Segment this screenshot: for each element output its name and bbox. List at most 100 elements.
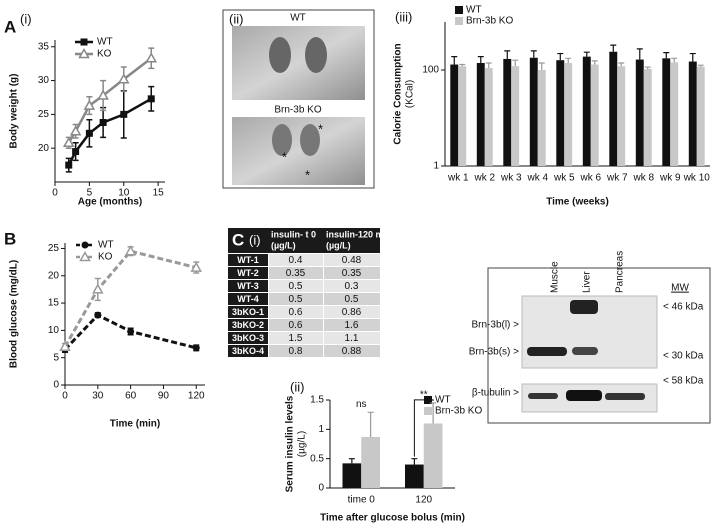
y-tick-label: 1 [318, 424, 324, 435]
line [67, 97, 152, 166]
bar [556, 60, 565, 166]
column-header: (µg/L) [271, 240, 296, 250]
error-bar [591, 60, 598, 65]
x-tick-label: 120 [415, 495, 432, 506]
y-tick-label: 1 [433, 161, 439, 172]
photo [232, 117, 365, 185]
legend-label: Brn-3b KO [466, 16, 513, 27]
marker [117, 73, 130, 84]
band [566, 390, 602, 401]
cell [269, 267, 323, 279]
column-header: (µg/L) [326, 240, 351, 250]
bar [609, 51, 618, 166]
cell-value: 0.88 [342, 346, 362, 357]
x-tick-label: 120 [188, 391, 205, 402]
table: C (i) insulin- t 0(µg/L)insulin-120 m(µg/L… [228, 228, 384, 357]
bar [361, 436, 380, 488]
lane-label: Liver [582, 271, 593, 293]
cell-value: 0.3 [345, 281, 359, 292]
legend-label: KO [97, 49, 112, 60]
panel-sublabel: (ii) [290, 379, 304, 394]
y-axis-label: (µg/L) [297, 431, 308, 457]
marker [190, 261, 203, 272]
error-bar [451, 56, 458, 65]
row-name: 3bKO-1 [232, 307, 264, 317]
error-bar [411, 458, 418, 465]
marker [127, 327, 135, 335]
x-tick-label: wk 7 [606, 173, 628, 184]
asterisk: * [318, 121, 323, 136]
cell [269, 254, 323, 266]
y-tick-label: 0 [318, 483, 324, 494]
bar [590, 64, 599, 166]
y-axis-label: Body weight (g) [9, 74, 20, 149]
error-bar [671, 57, 678, 63]
legend-swatch [424, 407, 432, 415]
x-tick-label: 10 [118, 188, 130, 199]
error-bar [583, 51, 590, 57]
x-tick-label: wk 6 [579, 173, 601, 184]
bar [670, 62, 679, 167]
marker [59, 340, 71, 352]
kidney [300, 124, 320, 156]
marker [78, 47, 90, 59]
y-axis-label: Calorie Consumption [393, 43, 404, 144]
error-bar [430, 402, 437, 424]
error-bar [348, 458, 355, 464]
y-tick-label: 0.5 [310, 453, 324, 464]
cell [269, 319, 323, 331]
column-header: insulin- t 0 [271, 229, 316, 239]
x-tick-label: 5 [87, 188, 93, 199]
row-name: WT-1 [237, 255, 259, 265]
marker [92, 283, 104, 294]
cell-value: 0.6 [289, 307, 303, 318]
cell [269, 306, 323, 318]
cell-value: 0.8 [289, 346, 303, 357]
annotation: ns [356, 399, 367, 410]
cell-value: 0.86 [342, 307, 362, 318]
error-bar [504, 50, 511, 59]
error-bar [610, 44, 617, 52]
lane-label: Pancreas [615, 251, 626, 293]
photo-label: Brn-3b KO [274, 105, 321, 116]
y-tick-label: 30 [38, 75, 50, 86]
x-tick-label: 60 [125, 391, 137, 402]
bar [537, 70, 546, 166]
band [528, 393, 558, 399]
x-axis-label: Time after glucose bolus (min) [320, 513, 465, 524]
y-axis-label: (KCal) [405, 80, 416, 108]
x-axis-label: Time (weeks) [546, 197, 609, 208]
y-tick-label: 5 [53, 352, 59, 363]
line [63, 313, 197, 351]
x-axis-label: Age (months) [78, 197, 142, 208]
y-tick-label: 25 [48, 243, 60, 254]
bar [458, 66, 467, 166]
x-tick-label: wk 3 [500, 173, 522, 184]
error-bar [618, 62, 625, 67]
marker [147, 95, 155, 103]
x-tick-label: 90 [158, 391, 170, 402]
panel-sublabel: (iii) [395, 9, 412, 24]
table-header [228, 228, 380, 253]
marker [80, 38, 88, 46]
column-header: insulin-120 m [326, 229, 384, 239]
x-tick-label: wk 4 [526, 173, 548, 184]
cell [324, 345, 380, 357]
row-name: WT-3 [237, 281, 259, 291]
cell [324, 280, 380, 292]
bar [635, 59, 644, 166]
band [570, 300, 598, 314]
error-bar [477, 56, 484, 63]
error-bar [565, 57, 572, 63]
y-tick-label: 0 [53, 380, 59, 391]
bar [688, 61, 697, 166]
annotation: ** [420, 390, 428, 401]
panel-label: C [232, 230, 244, 249]
row-name-cell [228, 345, 268, 357]
band [572, 347, 598, 355]
band-label: Brn-3b(s) > [469, 347, 519, 358]
cell-value: 0.35 [286, 268, 306, 279]
x-tick-label: wk 2 [473, 173, 495, 184]
lane-label: Muscle [550, 261, 561, 293]
cell [269, 332, 323, 344]
